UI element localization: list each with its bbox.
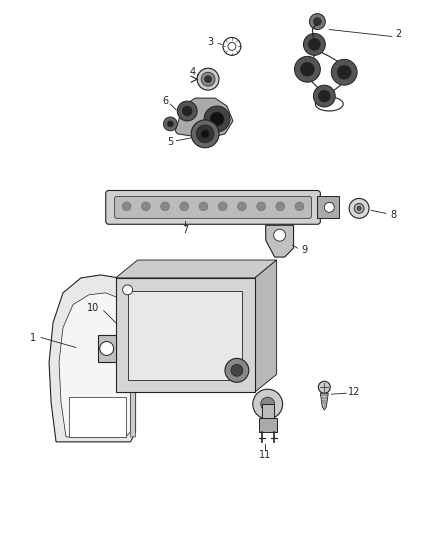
Circle shape [218, 202, 227, 211]
Circle shape [199, 202, 208, 211]
Circle shape [225, 358, 249, 382]
Polygon shape [49, 275, 135, 442]
Circle shape [100, 342, 114, 356]
Text: 10: 10 [87, 303, 99, 313]
Polygon shape [59, 293, 131, 437]
Circle shape [308, 38, 320, 51]
Polygon shape [116, 260, 277, 278]
Circle shape [141, 202, 150, 211]
Circle shape [161, 202, 170, 211]
Bar [127, 291, 242, 380]
Polygon shape [266, 225, 293, 257]
Circle shape [318, 381, 330, 393]
Circle shape [231, 365, 243, 376]
Circle shape [210, 112, 224, 126]
Circle shape [337, 65, 351, 79]
Polygon shape [320, 393, 328, 410]
Circle shape [300, 62, 314, 76]
Circle shape [331, 59, 357, 85]
Circle shape [304, 34, 325, 55]
Text: 12: 12 [348, 387, 360, 397]
Text: 11: 11 [258, 450, 271, 460]
Circle shape [314, 18, 321, 26]
FancyBboxPatch shape [115, 197, 311, 219]
Circle shape [191, 120, 219, 148]
Circle shape [314, 85, 335, 107]
Polygon shape [318, 197, 339, 219]
Circle shape [261, 397, 275, 411]
Circle shape [349, 198, 369, 219]
Circle shape [163, 117, 177, 131]
Text: 4: 4 [189, 67, 195, 77]
Circle shape [123, 285, 133, 295]
Circle shape [257, 202, 265, 211]
Polygon shape [129, 311, 135, 437]
Circle shape [182, 106, 192, 116]
FancyBboxPatch shape [106, 190, 320, 224]
Text: 5: 5 [167, 137, 173, 147]
Circle shape [196, 125, 214, 143]
Bar [116, 278, 255, 392]
Circle shape [205, 76, 212, 83]
Circle shape [228, 43, 236, 51]
Circle shape [177, 101, 197, 121]
Circle shape [294, 56, 320, 82]
Circle shape [223, 37, 241, 55]
Circle shape [122, 202, 131, 211]
Text: 7: 7 [182, 225, 188, 235]
Circle shape [295, 202, 304, 211]
Circle shape [201, 130, 209, 138]
Circle shape [167, 121, 173, 127]
Circle shape [324, 203, 334, 212]
Circle shape [197, 68, 219, 90]
Polygon shape [98, 335, 116, 362]
Text: 2: 2 [396, 29, 402, 39]
Bar [69, 397, 126, 437]
Circle shape [253, 389, 283, 419]
Circle shape [180, 202, 189, 211]
Circle shape [276, 202, 285, 211]
Circle shape [354, 204, 364, 213]
Polygon shape [255, 260, 277, 392]
Bar [262, 404, 274, 419]
Circle shape [237, 202, 246, 211]
Text: 9: 9 [301, 245, 307, 255]
Polygon shape [175, 98, 233, 138]
Text: 3: 3 [207, 37, 213, 47]
Circle shape [318, 90, 330, 102]
Circle shape [204, 106, 230, 132]
Text: 1: 1 [30, 333, 36, 343]
Circle shape [274, 229, 286, 241]
Bar [259, 418, 277, 432]
Circle shape [201, 72, 215, 86]
Text: 8: 8 [391, 211, 397, 220]
Circle shape [309, 14, 325, 29]
Text: 6: 6 [162, 96, 168, 106]
Circle shape [357, 206, 361, 211]
